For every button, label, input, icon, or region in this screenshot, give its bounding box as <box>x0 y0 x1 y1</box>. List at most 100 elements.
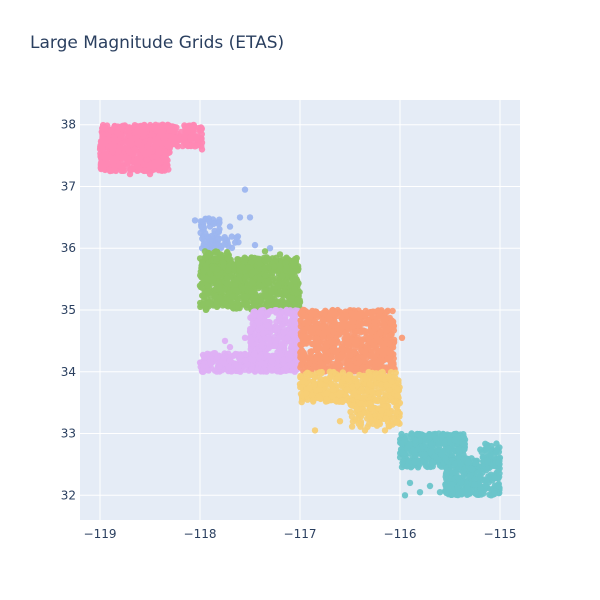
data-point <box>267 308 274 315</box>
data-point <box>351 368 358 375</box>
data-point <box>428 448 435 455</box>
data-point <box>311 339 319 347</box>
data-point <box>263 351 270 359</box>
data-point <box>122 153 129 161</box>
data-point <box>274 274 281 282</box>
data-point <box>290 332 297 339</box>
data-point <box>426 482 434 490</box>
data-point <box>274 282 282 290</box>
data-point <box>449 448 456 456</box>
series-0 <box>96 121 206 178</box>
data-point <box>152 142 159 150</box>
data-point <box>451 469 459 476</box>
data-point <box>375 419 382 426</box>
data-point <box>464 485 471 493</box>
data-point <box>272 337 279 345</box>
data-point <box>278 302 285 309</box>
data-point <box>289 312 296 319</box>
data-point <box>235 364 242 372</box>
data-point <box>224 275 231 282</box>
data-point <box>283 306 290 314</box>
data-point <box>268 288 275 296</box>
data-point <box>265 335 272 343</box>
data-point <box>258 342 265 349</box>
series-1 <box>191 186 274 252</box>
data-point <box>471 481 478 488</box>
data-point <box>386 350 394 357</box>
data-point <box>384 355 391 363</box>
data-point <box>443 489 450 496</box>
data-point <box>366 380 374 388</box>
data-point <box>442 455 449 462</box>
data-point <box>126 132 133 139</box>
data-point <box>359 327 366 334</box>
data-point <box>276 351 284 358</box>
data-point <box>346 352 354 359</box>
data-point <box>226 343 234 351</box>
data-point <box>297 384 304 391</box>
data-point <box>204 350 211 357</box>
data-point <box>221 337 229 345</box>
data-point <box>491 474 498 482</box>
data-point <box>256 255 263 263</box>
data-point <box>142 151 149 158</box>
data-point <box>448 490 456 498</box>
data-point <box>283 335 290 342</box>
data-point <box>247 325 254 333</box>
data-point <box>323 328 331 336</box>
data-point <box>197 124 205 131</box>
data-point <box>414 430 421 438</box>
data-point <box>205 217 213 225</box>
data-point <box>228 299 235 306</box>
data-point <box>252 298 260 305</box>
data-point <box>134 163 141 171</box>
data-point <box>243 273 250 280</box>
data-point <box>461 440 468 448</box>
data-point <box>190 129 197 136</box>
data-point <box>281 289 289 296</box>
data-point <box>363 364 370 371</box>
series-2 <box>196 248 304 313</box>
data-point <box>355 420 362 427</box>
data-point <box>379 351 387 358</box>
data-point <box>117 131 125 139</box>
data-point <box>209 275 217 282</box>
data-point <box>247 338 255 345</box>
data-point <box>457 479 465 486</box>
data-point <box>342 329 350 336</box>
x-tick-label: −118 <box>184 527 217 541</box>
data-point <box>261 287 268 294</box>
data-point <box>323 390 330 397</box>
data-point <box>271 342 278 350</box>
data-point <box>106 167 114 175</box>
data-point <box>451 460 458 467</box>
data-point <box>214 266 221 273</box>
data-point <box>258 359 265 367</box>
data-point <box>288 295 295 302</box>
data-point <box>247 297 255 305</box>
data-point <box>299 378 306 385</box>
data-point <box>276 313 283 321</box>
data-point <box>348 413 356 420</box>
data-point <box>484 457 491 464</box>
data-point <box>308 325 315 332</box>
data-point <box>380 343 387 351</box>
data-point <box>327 316 334 323</box>
data-point <box>423 460 430 467</box>
data-point <box>330 328 337 336</box>
data-point <box>324 397 331 405</box>
data-point <box>257 276 264 283</box>
data-point <box>425 432 432 440</box>
data-point <box>351 388 359 396</box>
data-point <box>353 405 360 413</box>
data-point <box>264 322 271 329</box>
data-point <box>241 186 249 193</box>
data-point <box>256 309 264 316</box>
data-point <box>368 388 376 395</box>
data-point <box>216 363 223 370</box>
data-points <box>96 121 504 499</box>
data-point <box>310 397 317 404</box>
data-point <box>343 386 351 393</box>
